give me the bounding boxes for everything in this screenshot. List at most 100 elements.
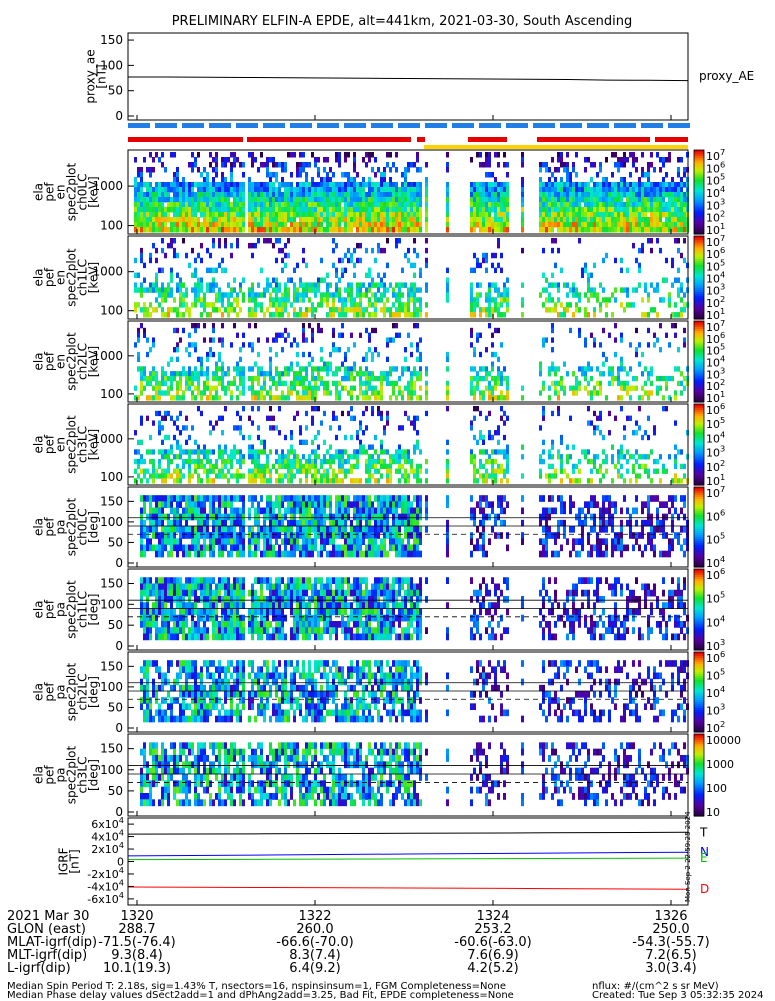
spectrogram-cell xyxy=(617,187,620,193)
spectrogram-cell xyxy=(215,307,218,313)
spectrogram-cell xyxy=(581,212,584,218)
spectrogram-cell xyxy=(503,410,506,417)
spectrogram-cell xyxy=(560,439,563,445)
spectrogram-cell xyxy=(425,162,428,168)
spectrogram-cell xyxy=(356,287,359,293)
spectrogram-cell xyxy=(620,361,623,367)
spectrogram-cell xyxy=(164,410,167,417)
spectrogram-cell xyxy=(374,157,377,163)
spectrogram-cell xyxy=(311,287,314,293)
spectrogram-cell xyxy=(638,247,641,254)
spectrogram-cell xyxy=(347,217,350,223)
spectrogram-cell xyxy=(134,468,137,474)
spectrogram-cell xyxy=(575,380,578,387)
spectrogram-cell xyxy=(242,202,245,208)
spectrogram-cell xyxy=(218,495,221,502)
spectrogram-cell xyxy=(329,167,332,173)
spectrogram-cell xyxy=(590,212,593,218)
spectrogram-cell xyxy=(308,182,311,188)
spectrogram-cell xyxy=(419,375,422,382)
spectrogram-cell xyxy=(257,473,260,479)
spectrogram-cell xyxy=(617,449,620,455)
spectrogram-cell xyxy=(167,454,170,460)
spectrogram-cell xyxy=(146,207,149,213)
spectrogram-cell xyxy=(605,202,608,208)
spectrogram-cell xyxy=(146,351,149,358)
spectrogram-cell xyxy=(338,162,341,168)
spectrogram-cell xyxy=(401,207,404,213)
spectrogram-cell xyxy=(494,380,497,387)
spectrogram-cell xyxy=(284,217,287,223)
spectrogram-cell xyxy=(626,287,629,293)
spectrogram-cell xyxy=(470,366,473,372)
spectrogram-cell xyxy=(416,395,419,401)
spectrogram-cell xyxy=(446,463,449,470)
spectrogram-cell xyxy=(212,302,215,308)
spectrogram-cell xyxy=(224,532,227,539)
spectrogram-cell xyxy=(602,222,605,228)
spectrogram-cell xyxy=(506,287,509,293)
spectrogram-cell xyxy=(623,425,626,431)
spectrogram-cell xyxy=(176,172,179,178)
spectrogram-cell xyxy=(332,468,335,474)
status-bar-blue xyxy=(263,123,285,128)
spectrogram-cell xyxy=(140,167,143,173)
spectrogram-cell xyxy=(347,282,350,288)
spectrogram-cell xyxy=(596,415,599,421)
spectrogram-cell xyxy=(200,182,203,188)
spectrogram-cell xyxy=(185,415,188,421)
spectrogram-cell xyxy=(659,297,662,303)
spectrogram-cell xyxy=(608,197,611,203)
spectrogram-cell xyxy=(377,187,380,193)
spectrogram-cell xyxy=(281,463,284,470)
spectrogram-cell xyxy=(407,182,410,188)
spectrogram-cell xyxy=(287,287,290,293)
spectrogram-cell xyxy=(278,187,281,193)
spectrogram-cell xyxy=(290,449,293,455)
spectrogram-cell xyxy=(374,375,377,382)
spectrogram-cell xyxy=(248,242,251,249)
spectrogram-cell xyxy=(476,217,479,223)
spectrogram-cell xyxy=(149,538,152,545)
spectrogram-cell xyxy=(572,227,575,233)
spectrogram-cell xyxy=(320,507,323,515)
spectrogram-cell xyxy=(683,227,686,233)
spectrogram-cell xyxy=(242,513,245,521)
spectrogram-cell xyxy=(176,212,179,218)
spectrogram-cell xyxy=(557,217,560,223)
spectrogram-cell xyxy=(386,449,389,455)
spectrogram-cell xyxy=(194,257,197,264)
spectrogram-cell xyxy=(635,207,638,213)
spectrogram-cell xyxy=(203,323,206,329)
spectrogram-cell xyxy=(299,501,302,508)
spectrogram-cell xyxy=(224,390,227,396)
spectrogram-cell xyxy=(587,420,590,426)
spectrogram-cell xyxy=(605,252,608,259)
spectrogram-cell xyxy=(251,366,254,372)
spectrogram-cell xyxy=(476,406,479,412)
spectrogram-cell xyxy=(506,302,509,308)
spectrogram-cell xyxy=(182,390,185,396)
spectrogram-cell xyxy=(560,202,563,208)
spectrogram-cell xyxy=(173,247,176,254)
spectrogram-cell xyxy=(254,182,257,188)
spectrogram-cell xyxy=(377,222,380,228)
spectrogram-cell xyxy=(482,366,485,372)
spectrogram-cell xyxy=(206,177,209,183)
spectrogram-cell xyxy=(359,444,362,450)
spectrogram-cell xyxy=(278,202,281,208)
spectrogram-cell xyxy=(638,473,641,479)
spectrogram-cell xyxy=(548,297,551,303)
spectrogram-cell xyxy=(191,323,194,329)
spectrogram-cell xyxy=(281,454,284,460)
spectrogram-cell xyxy=(185,495,188,502)
spectrogram-cell xyxy=(380,227,383,233)
spectrogram-cell xyxy=(473,312,476,318)
spectrogram-cell xyxy=(494,385,497,391)
spectrogram-cell xyxy=(365,351,368,358)
spectrogram-cell xyxy=(623,307,626,313)
spectrogram-cell xyxy=(143,550,146,558)
spectrogram-cell xyxy=(287,454,290,460)
spectrogram-cell xyxy=(395,197,398,203)
spectrogram-cell xyxy=(551,444,554,450)
